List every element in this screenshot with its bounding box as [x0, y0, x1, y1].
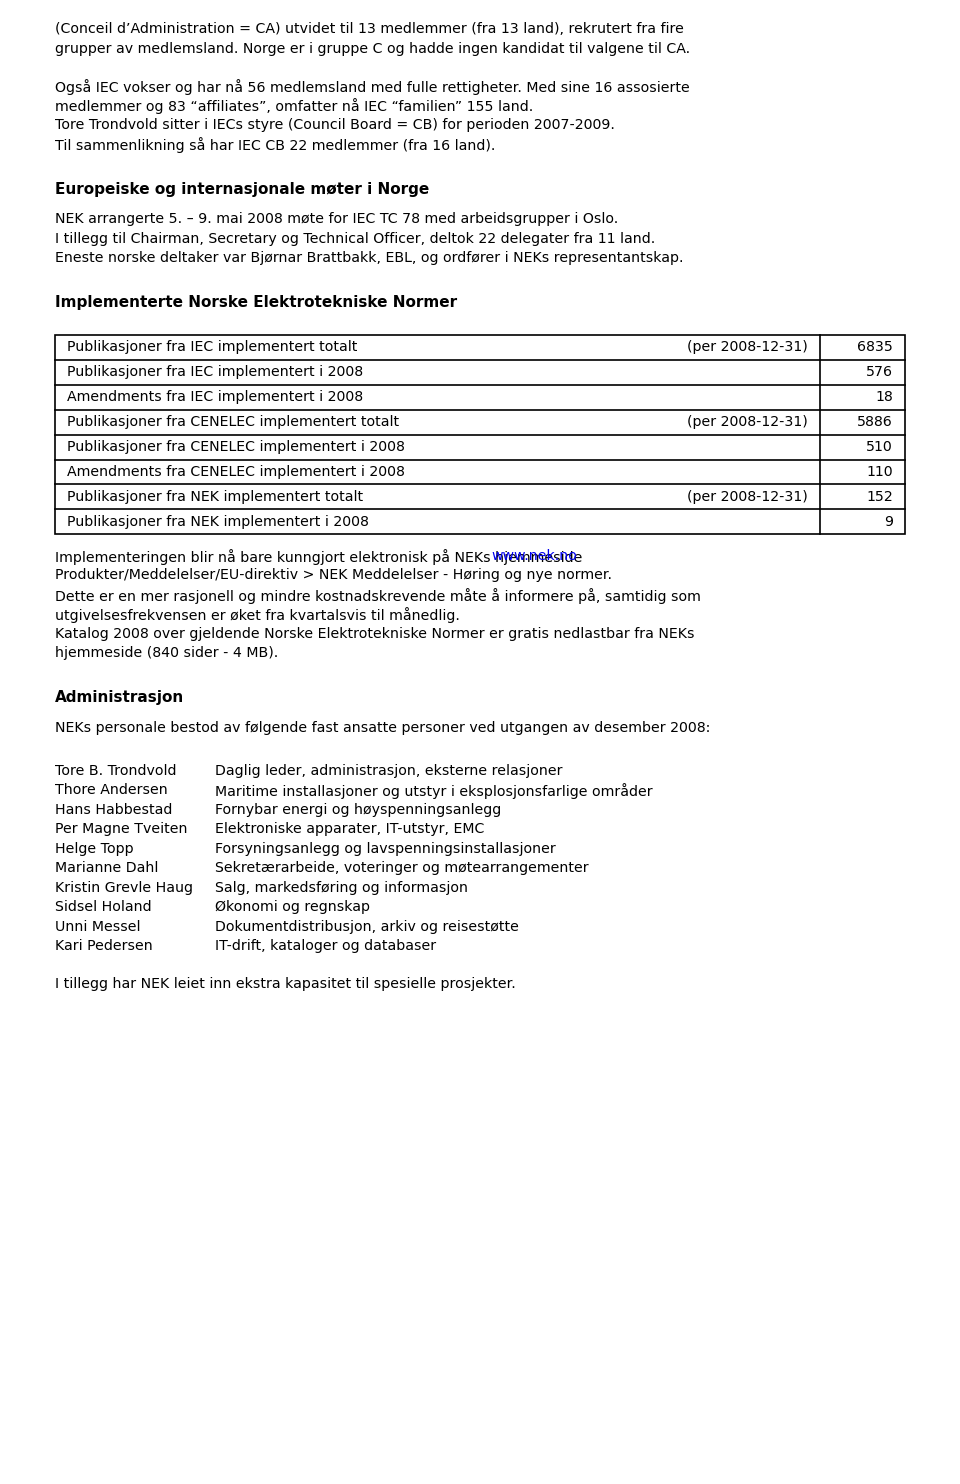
Text: Til sammenlikning så har IEC CB 22 medlemmer (fra 16 land).: Til sammenlikning så har IEC CB 22 medle…	[55, 138, 495, 153]
Text: 576: 576	[866, 365, 893, 378]
Text: Administrasjon: Administrasjon	[55, 690, 184, 705]
Text: Maritime installasjoner og utstyr i eksplosjonsfarlige områder: Maritime installasjoner og utstyr i eksp…	[215, 784, 653, 800]
Text: Eneste norske deltaker var Bjørnar Brattbakk, EBL, og ordfører i NEKs representa: Eneste norske deltaker var Bjørnar Bratt…	[55, 251, 684, 266]
Text: Europeiske og internasjonale møter i Norge: Europeiske og internasjonale møter i Nor…	[55, 181, 429, 196]
Text: (per 2008-12-31): (per 2008-12-31)	[687, 340, 808, 355]
Text: Publikasjoner fra CENELEC implementert totalt: Publikasjoner fra CENELEC implementert t…	[67, 416, 399, 429]
Text: IT-drift, kataloger og databaser: IT-drift, kataloger og databaser	[215, 939, 436, 953]
Text: (per 2008-12-31): (per 2008-12-31)	[687, 416, 808, 429]
Text: Implementerte Norske Elektrotekniske Normer: Implementerte Norske Elektrotekniske Nor…	[55, 295, 457, 310]
Text: Elektroniske apparater, IT-utstyr, EMC: Elektroniske apparater, IT-utstyr, EMC	[215, 822, 485, 837]
Text: hjemmeside (840 sider - 4 MB).: hjemmeside (840 sider - 4 MB).	[55, 646, 278, 660]
Text: Salg, markedsføring og informasjon: Salg, markedsføring og informasjon	[215, 881, 468, 895]
Text: Implementeringen blir nå bare kunngjort elektronisk på NEKs hjemmeside: Implementeringen blir nå bare kunngjort …	[55, 549, 587, 565]
Text: (Conceil d’Administration = CA) utvidet til 13 medlemmer (fra 13 land), rekruter: (Conceil d’Administration = CA) utvidet …	[55, 22, 684, 36]
Text: Økonomi og regnskap: Økonomi og regnskap	[215, 901, 370, 914]
Text: Publikasjoner fra IEC implementert totalt: Publikasjoner fra IEC implementert total…	[67, 340, 357, 355]
Text: Katalog 2008 over gjeldende Norske Elektrotekniske Normer er gratis nedlastbar f: Katalog 2008 over gjeldende Norske Elekt…	[55, 626, 694, 641]
Text: Dette er en mer rasjonell og mindre kostnadskrevende måte å informere på, samtid: Dette er en mer rasjonell og mindre kost…	[55, 588, 701, 604]
Text: I tillegg har NEK leiet inn ekstra kapasitet til spesielle prosjekter.: I tillegg har NEK leiet inn ekstra kapas…	[55, 976, 516, 991]
Text: Amendments fra IEC implementert i 2008: Amendments fra IEC implementert i 2008	[67, 390, 363, 404]
Text: Publikasjoner fra CENELEC implementert i 2008: Publikasjoner fra CENELEC implementert i…	[67, 441, 405, 454]
Text: medlemmer og 83 “affiliates”, omfatter nå IEC “familien” 155 land.: medlemmer og 83 “affiliates”, omfatter n…	[55, 98, 533, 114]
Text: I tillegg til Chairman, Secretary og Technical Officer, deltok 22 delegater fra : I tillegg til Chairman, Secretary og Tec…	[55, 232, 656, 245]
Text: Hans Habbestad: Hans Habbestad	[55, 803, 173, 816]
Text: Dokumentdistribusjon, arkiv og reisestøtte: Dokumentdistribusjon, arkiv og reisestøt…	[215, 920, 518, 933]
Text: Amendments fra CENELEC implementert i 2008: Amendments fra CENELEC implementert i 20…	[67, 464, 405, 479]
Text: 6835: 6835	[857, 340, 893, 355]
Text: Kristin Grevle Haug: Kristin Grevle Haug	[55, 881, 193, 895]
Text: NEK arrangerte 5. – 9. mai 2008 møte for IEC TC 78 med arbeidsgrupper i Oslo.: NEK arrangerte 5. – 9. mai 2008 møte for…	[55, 212, 618, 226]
Text: Daglig leder, administrasjon, eksterne relasjoner: Daglig leder, administrasjon, eksterne r…	[215, 764, 563, 778]
Text: utgivelsesfrekvensen er øket fra kvartalsvis til månedlig.: utgivelsesfrekvensen er øket fra kvartal…	[55, 607, 460, 623]
Text: Helge Topp: Helge Topp	[55, 841, 133, 856]
Text: Marianne Dahl: Marianne Dahl	[55, 861, 158, 876]
Text: Publikasjoner fra IEC implementert i 2008: Publikasjoner fra IEC implementert i 200…	[67, 365, 363, 378]
Text: 110: 110	[866, 464, 893, 479]
Text: Per Magne Tveiten: Per Magne Tveiten	[55, 822, 187, 837]
Text: Fornybar energi og høyspenningsanlegg: Fornybar energi og høyspenningsanlegg	[215, 803, 501, 816]
Text: Også IEC vokser og har nå 56 medlemsland med fulle rettigheter. Med sine 16 asso: Også IEC vokser og har nå 56 medlemsland…	[55, 79, 689, 95]
Text: Kari Pedersen: Kari Pedersen	[55, 939, 153, 953]
Text: 18: 18	[876, 390, 893, 404]
Text: Publikasjoner fra NEK implementert i 2008: Publikasjoner fra NEK implementert i 200…	[67, 515, 369, 528]
Text: Publikasjoner fra NEK implementert totalt: Publikasjoner fra NEK implementert total…	[67, 490, 363, 505]
Text: 5886: 5886	[857, 416, 893, 429]
Text: 9: 9	[884, 515, 893, 528]
Text: (per 2008-12-31): (per 2008-12-31)	[687, 490, 808, 505]
Text: 152: 152	[866, 490, 893, 505]
Text: NEKs personale bestod av følgende fast ansatte personer ved utgangen av desember: NEKs personale bestod av følgende fast a…	[55, 721, 710, 735]
Text: Thore Andersen: Thore Andersen	[55, 784, 168, 797]
Text: Sidsel Holand: Sidsel Holand	[55, 901, 152, 914]
Text: Sekretærarbeide, voteringer og møtearrangementer: Sekretærarbeide, voteringer og møtearran…	[215, 861, 588, 876]
Bar	[55, 335, 905, 534]
Text: Tore Trondvold sitter i IECs styre (Council Board = CB) for perioden 2007-2009.: Tore Trondvold sitter i IECs styre (Coun…	[55, 119, 614, 132]
Text: 510: 510	[866, 441, 893, 454]
Text: www.nek.no: www.nek.no	[492, 549, 578, 562]
Text: Unni Messel: Unni Messel	[55, 920, 140, 933]
Text: Tore B. Trondvold: Tore B. Trondvold	[55, 764, 177, 778]
Text: Forsyningsanlegg og lavspenningsinstallasjoner: Forsyningsanlegg og lavspenningsinstalla…	[215, 841, 556, 856]
Text: grupper av medlemsland. Norge er i gruppe C og hadde ingen kandidat til valgene : grupper av medlemsland. Norge er i grupp…	[55, 42, 690, 55]
Text: Produkter/Meddelelser/EU-direktiv > NEK Meddelelser - Høring og nye normer.: Produkter/Meddelelser/EU-direktiv > NEK …	[55, 568, 612, 582]
